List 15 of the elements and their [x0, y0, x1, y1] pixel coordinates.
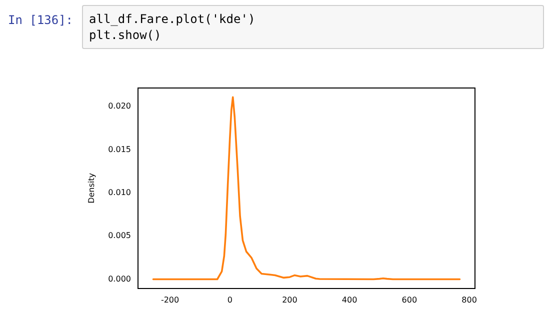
- x-tick-label: 800: [462, 295, 477, 304]
- text: In [136]:: [8, 13, 74, 27]
- y-tick-label: 0.020: [108, 102, 131, 111]
- y-axis-title: Density: [86, 172, 96, 204]
- x-tick-label: 600: [402, 295, 418, 304]
- x-tick-label: -200: [160, 295, 180, 304]
- y-tick-label: 0.010: [108, 188, 131, 198]
- y-tick-label: 0.015: [108, 144, 131, 154]
- y-tick-label: 0.000: [108, 274, 131, 284]
- text: all_df.Fare.plot('kde'): [89, 12, 256, 26]
- text: plt.show(): [89, 28, 162, 42]
- y-tick-label: 0.005: [108, 231, 131, 240]
- x-tick-label: 0: [227, 295, 232, 304]
- x-tick-label: 400: [342, 295, 358, 304]
- x-tick-label: 200: [282, 295, 298, 304]
